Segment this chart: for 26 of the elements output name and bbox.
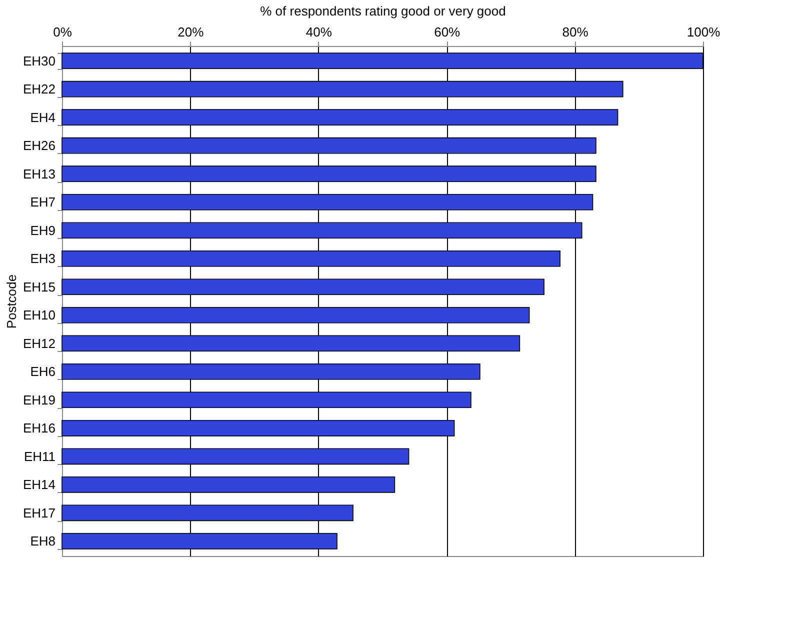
y-tick-label: EH17	[22, 505, 56, 520]
y-tick-label: EH12	[22, 336, 56, 351]
y-tick-label: EH16	[22, 420, 56, 436]
y-tick-label: EH9	[30, 222, 56, 238]
y-tick-label: EH3	[30, 251, 56, 266]
x-tick-label: 60%	[434, 24, 461, 40]
x-tick-label: 0%	[53, 24, 72, 40]
y-tick-label: EH15	[22, 279, 56, 294]
y-tick-label: EH8	[30, 534, 56, 549]
y-tick-label: EH14	[22, 477, 56, 492]
x-tick-label: 100%	[686, 24, 721, 40]
x-tick-label: 20%	[178, 24, 204, 40]
y-tick-label: EH11	[24, 448, 56, 464]
y-tick-label: EH6	[30, 364, 56, 380]
x-axis-title: % of respondents rating good or very good	[260, 4, 506, 18]
y-tick-label: EH30	[22, 53, 56, 68]
y-tick-label: EH19	[22, 392, 56, 408]
y-tick-label: EH7	[30, 194, 56, 210]
x-tick-label: 40%	[306, 24, 332, 40]
y-tick-label: EH13	[22, 166, 56, 182]
y-tick-label: EH10	[22, 308, 56, 323]
y-tick-label: EH22	[22, 82, 56, 97]
y-tick-label: EH4	[30, 110, 56, 125]
x-tick-label: 80%	[562, 24, 589, 40]
y-tick-label: EH26	[22, 138, 56, 154]
y-axis-title: Postcode	[4, 274, 19, 329]
